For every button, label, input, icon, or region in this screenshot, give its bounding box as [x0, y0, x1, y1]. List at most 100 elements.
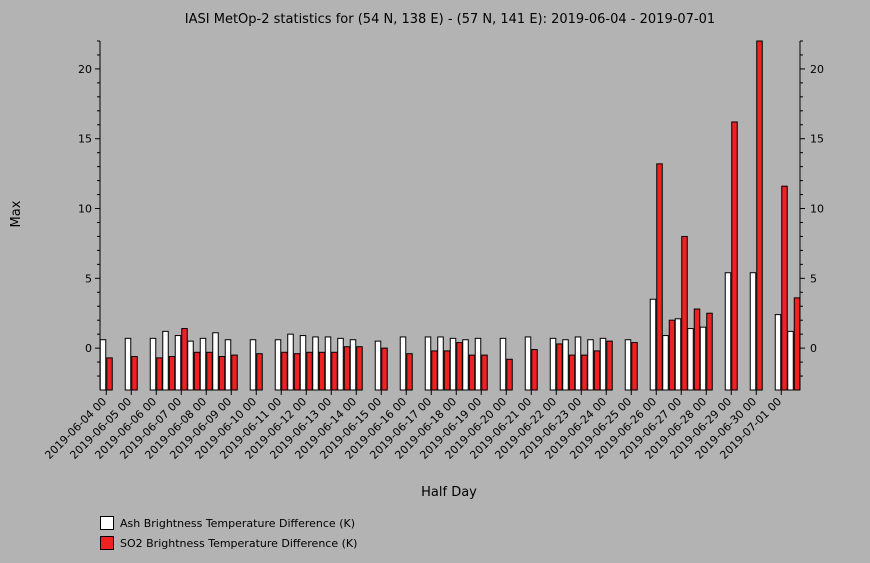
bar-so2 [218, 355, 226, 391]
bar-so2 [131, 355, 138, 391]
bar-ash [312, 336, 319, 391]
legend-label-ash: Ash Brightness Temperature Difference (K… [120, 516, 355, 530]
bar-so2 [681, 235, 688, 391]
bar-ash [449, 337, 457, 391]
bar-ash [437, 336, 444, 391]
bar-so2 [256, 353, 263, 391]
bar-so2 [531, 349, 538, 391]
bar-so2 [193, 351, 201, 391]
bar-ash [524, 336, 532, 391]
legend-item-so2: SO2 Brightness Temperature Difference (K… [100, 533, 357, 553]
bar-so2 [181, 328, 188, 391]
bar-ash [499, 337, 507, 391]
y-tick-label-left: 0 [85, 342, 92, 355]
chart-title: IASI MetOp-2 statistics for (54 N, 138 E… [185, 12, 715, 27]
bar-ash [249, 339, 257, 391]
bar-ash [149, 337, 157, 391]
y-tick-label-left: 10 [78, 203, 92, 216]
bar-so2 [443, 350, 451, 391]
y-tick-label-left: 15 [78, 133, 92, 146]
bar-so2 [656, 163, 663, 391]
bar-so2 [693, 308, 701, 391]
bar-so2 [406, 353, 413, 391]
bar-ash [124, 337, 132, 391]
bar-so2 [431, 350, 438, 391]
bar-ash [562, 339, 569, 391]
bar-ash [349, 339, 357, 391]
bar-ash [649, 298, 657, 391]
bars [99, 40, 801, 391]
bar-so2 [106, 357, 113, 391]
x-axis-label: Half Day [421, 485, 477, 500]
bar-so2 [168, 355, 176, 391]
bar-ash [662, 335, 669, 391]
bar-ash [374, 340, 382, 391]
bar-ash [187, 340, 194, 391]
bar-ash [787, 330, 794, 391]
bar-ash [174, 335, 182, 391]
bar-so2 [456, 342, 463, 391]
bar-so2 [556, 343, 563, 391]
bar-so2 [306, 351, 313, 391]
bar-so2 [318, 351, 326, 391]
bar-so2 [468, 354, 476, 391]
bar-ash [199, 337, 207, 391]
bar-ash [549, 337, 557, 391]
bar-so2 [343, 346, 351, 391]
bar-so2 [356, 346, 363, 391]
bar-so2 [293, 353, 301, 391]
bar-ash [574, 336, 582, 391]
bar-so2 [593, 350, 601, 391]
bar-so2 [381, 347, 388, 391]
bar-so2 [668, 319, 676, 391]
bar-so2 [568, 354, 576, 391]
bar-so2 [481, 354, 488, 391]
bar-so2 [756, 40, 763, 391]
bar-ash [599, 337, 607, 391]
legend: Ash Brightness Temperature Difference (K… [100, 513, 357, 553]
y-tick-label-right: 0 [810, 342, 817, 355]
legend-swatch-so2 [100, 536, 114, 550]
bar-so2 [581, 354, 588, 391]
bar-so2 [506, 358, 513, 391]
bar-ash [699, 326, 707, 391]
y-axis-label: Max [9, 200, 24, 227]
bar-ash [724, 272, 732, 391]
bar-so2 [731, 121, 738, 391]
bar-so2 [281, 351, 288, 391]
bar-ash [587, 339, 594, 391]
bar-so2 [331, 351, 338, 391]
y-tick-label-right: 15 [810, 133, 824, 146]
bar-ash [749, 272, 757, 391]
bar-so2 [631, 342, 638, 391]
bar-ash [324, 336, 332, 391]
legend-label-so2: SO2 Brightness Temperature Difference (K… [120, 536, 358, 550]
y-tick-label-left: 20 [78, 63, 92, 76]
bar-so2 [781, 185, 788, 391]
bar-ash [674, 318, 682, 391]
bar-ash [399, 336, 407, 391]
bar-ash [462, 339, 469, 391]
bar-ash [624, 339, 632, 391]
y-tick-label-right: 20 [810, 63, 824, 76]
legend-swatch-ash [100, 516, 114, 530]
bar-so2 [206, 351, 213, 391]
bar-so2 [231, 354, 238, 391]
bar-ash [337, 337, 344, 391]
bar-so2 [706, 312, 713, 391]
bar-ash [474, 337, 482, 391]
bar-ash [299, 335, 307, 391]
y-tick-label-right: 5 [810, 272, 817, 285]
y-tick-label-right: 10 [810, 203, 824, 216]
bar-ash [687, 328, 694, 391]
bar-ash [99, 339, 107, 391]
bar-so2 [606, 340, 613, 391]
bar-ash [424, 336, 432, 391]
bar-so2 [793, 297, 801, 391]
bar-so2 [156, 357, 163, 391]
bar-ash [287, 333, 294, 391]
bar-ash [162, 330, 169, 391]
y-tick-label-left: 5 [85, 272, 92, 285]
legend-item-ash: Ash Brightness Temperature Difference (K… [100, 513, 357, 533]
